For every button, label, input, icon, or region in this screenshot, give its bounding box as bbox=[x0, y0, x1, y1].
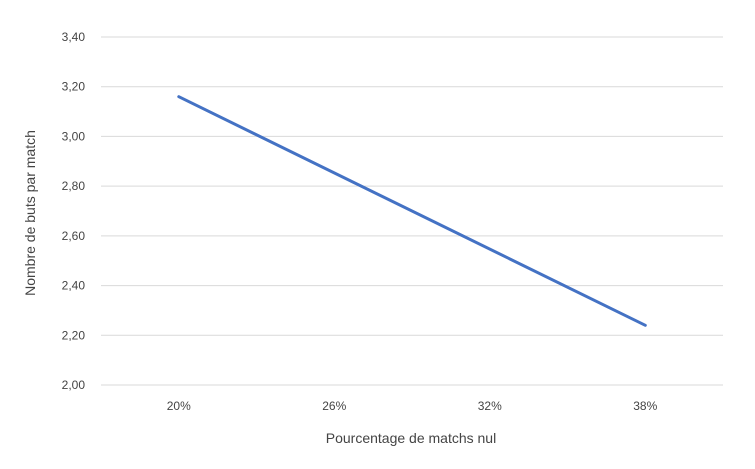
series-group bbox=[177, 95, 647, 327]
x-axis-ticks: 20% 26% 32% 38% bbox=[167, 399, 658, 413]
y-tick-label: 2,00 bbox=[62, 378, 86, 392]
y-axis-title: Nombre de buts par match bbox=[22, 130, 38, 296]
x-tick-label: 26% bbox=[322, 399, 346, 413]
y-axis-ticks: 2,00 2,20 2,40 2,60 2,80 3,00 3,20 3,40 bbox=[62, 30, 86, 392]
x-tick-label: 20% bbox=[167, 399, 191, 413]
y-tick-label: 2,80 bbox=[62, 179, 86, 193]
y-tick-label: 3,00 bbox=[62, 129, 86, 143]
gridlines bbox=[101, 36, 723, 386]
y-tick-label: 2,20 bbox=[62, 328, 86, 342]
series-line bbox=[177, 95, 647, 327]
y-tick-label: 3,20 bbox=[62, 80, 86, 94]
x-tick-label: 38% bbox=[633, 399, 657, 413]
x-tick-label: 32% bbox=[478, 399, 502, 413]
y-tick-label: 2,40 bbox=[62, 279, 86, 293]
y-tick-label: 3,40 bbox=[62, 30, 86, 44]
y-tick-label: 2,60 bbox=[62, 229, 86, 243]
x-axis-title: Pourcentage de matchs nul bbox=[326, 430, 496, 446]
